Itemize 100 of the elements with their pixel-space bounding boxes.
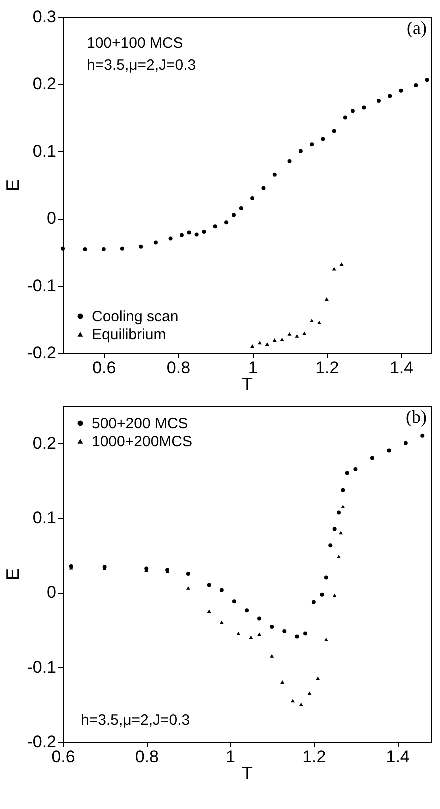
point [388, 94, 392, 98]
point [298, 149, 303, 154]
point [270, 625, 274, 630]
point [194, 232, 199, 237]
x-tick-label: 0.6 [92, 358, 116, 378]
point [139, 244, 144, 249]
annotation: h=3.5,μ=2,J=0.3 [81, 712, 190, 729]
point [213, 224, 218, 229]
legend-label: 1000+200MCS [92, 434, 192, 450]
y-tick-label: 0.2 [32, 74, 56, 94]
x-tick-label: 1 [226, 748, 236, 766]
y-tick-label: 0 [47, 209, 56, 228]
legend-label: Cooling scan [92, 308, 179, 326]
y-axis-title: E [3, 179, 24, 192]
x-tick-label: 0.8 [166, 358, 191, 378]
point [187, 230, 192, 235]
point [324, 638, 328, 642]
legend-label: Equilibrium [92, 326, 166, 344]
point [321, 137, 326, 142]
point [265, 342, 270, 346]
point [420, 434, 425, 438]
point [236, 632, 241, 636]
point [245, 608, 249, 613]
point [288, 159, 292, 164]
point [250, 196, 255, 200]
point [350, 109, 355, 114]
point [332, 129, 336, 134]
point [220, 620, 224, 624]
x-axis-title: T [242, 764, 253, 784]
point [425, 78, 430, 82]
point [280, 680, 285, 684]
point [186, 586, 190, 590]
point [345, 471, 350, 476]
point [320, 592, 324, 597]
x-tick-label: 1.4 [386, 748, 410, 766]
point [232, 213, 236, 218]
point [332, 527, 337, 532]
point [239, 206, 244, 211]
point [154, 240, 158, 245]
y-tick-label: 0.1 [32, 142, 56, 161]
point [83, 248, 88, 252]
point [258, 341, 262, 345]
point [362, 106, 366, 110]
x-tick-label: 1.2 [302, 748, 326, 766]
y-axis-title: E [3, 568, 24, 581]
annotation: 100+100 MCS [87, 35, 184, 52]
point [250, 344, 255, 348]
x-axis-title: T [242, 374, 253, 394]
point [262, 186, 266, 190]
annotation: h=3.5,μ=2,J=0.3 [87, 57, 196, 74]
y-tick-label: -0.2 [27, 344, 56, 362]
point [324, 298, 329, 301]
point [316, 676, 320, 680]
point [324, 576, 328, 580]
y-tick-label: 0 [47, 583, 56, 602]
point [280, 338, 284, 342]
legend-label: 500+200 MCS [92, 416, 188, 432]
point [207, 583, 212, 588]
point [370, 456, 374, 460]
point [317, 321, 322, 324]
point [270, 654, 274, 658]
point [232, 600, 236, 604]
x-tick-label: 1.4 [390, 358, 414, 378]
point [354, 467, 358, 472]
point [186, 572, 190, 576]
point [102, 248, 106, 252]
point [282, 629, 287, 634]
y-tick-label: -0.1 [27, 276, 56, 296]
point [61, 246, 65, 251]
point [310, 142, 314, 147]
point [220, 588, 224, 592]
point [312, 600, 316, 604]
annotation: (a) [407, 18, 427, 38]
y-tick-label: 0.1 [32, 508, 56, 528]
x-tick-label: 1.2 [316, 358, 340, 378]
point [272, 172, 277, 177]
y-tick-label: 0.3 [32, 8, 56, 26]
point [288, 332, 292, 336]
point [295, 634, 300, 639]
point [291, 699, 295, 703]
point [168, 236, 173, 241]
point [304, 632, 308, 636]
point [337, 555, 341, 559]
point [258, 616, 262, 621]
point [387, 448, 392, 453]
point [120, 246, 124, 251]
point [202, 230, 206, 234]
point [344, 116, 348, 120]
y-tick-label: 0.2 [32, 434, 56, 453]
point [341, 488, 346, 492]
x-tick-label: 1 [248, 358, 258, 378]
point [376, 99, 381, 103]
y-tick-label: -0.1 [27, 658, 56, 677]
point [224, 220, 229, 225]
point [340, 262, 344, 266]
point [399, 88, 404, 93]
annotation: (b) [406, 407, 427, 427]
point [414, 84, 418, 88]
point [299, 702, 304, 706]
point [310, 319, 314, 322]
